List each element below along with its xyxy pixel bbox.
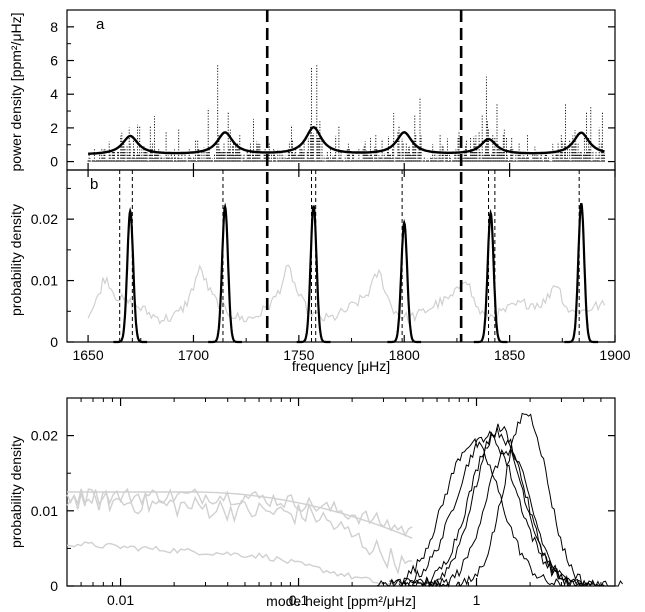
c-gray-curves [66,487,413,586]
a-spectrum-dotted [87,63,605,162]
b-peak [113,207,148,344]
c-xtick-label: 1 [473,592,481,608]
long-vertical-dashed-lines [265,10,463,342]
b-xtick-label: 1750 [283,347,314,363]
a-ylabel: power density [ppm²/μHz] [8,12,24,171]
b-background-path [87,264,606,325]
a-fit-path [87,126,605,155]
c-xtick-label: 0.1 [289,592,309,608]
panel-a-letter: a [96,16,105,33]
a-ytick-label: 2 [50,120,58,136]
c-series-path [398,427,594,587]
b-xtick-label: 1650 [72,347,103,363]
b-peak [564,202,599,344]
b-dashed-lines [119,170,580,342]
c-gray-path [66,541,395,586]
c-series-path [389,430,584,588]
b-xtick-label: 1800 [389,347,420,363]
c-ytick-label: 0.01 [31,503,58,519]
b-xlabel: frequency [μHz] [292,358,390,374]
c-ticks: 0 0.01 0.02 0.01 0.1 1 [31,398,616,608]
c-xlabel: mode height [ppm²/μHz] [266,593,416,609]
c-ytick-label: 0.02 [31,428,58,444]
panel-b-letter: b [90,176,98,193]
c-gray-path [66,488,413,576]
a-ytick-label: 0 [50,154,58,170]
c-ytick-label: 0 [50,578,58,594]
a-fit-line [87,126,605,155]
b-ytick-label: 0 [50,334,58,350]
c-series-path [401,423,597,588]
a-ytick-label: 4 [50,86,58,102]
b-xtick-label: 1900 [599,347,630,363]
a-ytick-label: 6 [50,53,58,69]
panel-a-frame [66,9,616,171]
c-series [374,412,623,588]
a-spectrum-path [87,63,605,162]
b-ytick-label: 0.01 [31,273,58,289]
panel-b: 0 0.01 0.02 1650 1700 1750 1800 1850 1900 b prob… [8,169,631,374]
panel-c: 0 0.01 0.02 0.01 0.1 1 probability density mo… [8,397,623,609]
c-ylabel: probability density [8,436,24,548]
b-background-curves [87,264,606,325]
c-series-path [374,437,569,587]
panel-a: 0 2 4 6 8 a power density [ppm²/μHz] [8,9,616,172]
b-ylabel: probability density [8,204,24,316]
a-ytick-label: 8 [50,19,58,35]
c-series-path [427,412,623,588]
b-xtick-label: 1700 [178,347,209,363]
b-peak [296,205,331,344]
b-peak [387,218,422,344]
b-ticks: 0 0.01 0.02 1650 1700 1750 1800 1850 1900 [31,170,631,363]
c-series-path [410,448,605,588]
b-peak [473,208,508,344]
a-y-ticks: 0 2 4 6 8 [50,19,616,170]
c-gray-path [66,487,413,537]
b-xtick-label: 1850 [494,347,525,363]
c-xtick-label: 0.01 [107,592,134,608]
b-peaks [113,202,599,344]
b-peak [208,202,242,344]
panel-b-frame [66,169,616,343]
b-ytick-label: 0.02 [31,211,58,227]
